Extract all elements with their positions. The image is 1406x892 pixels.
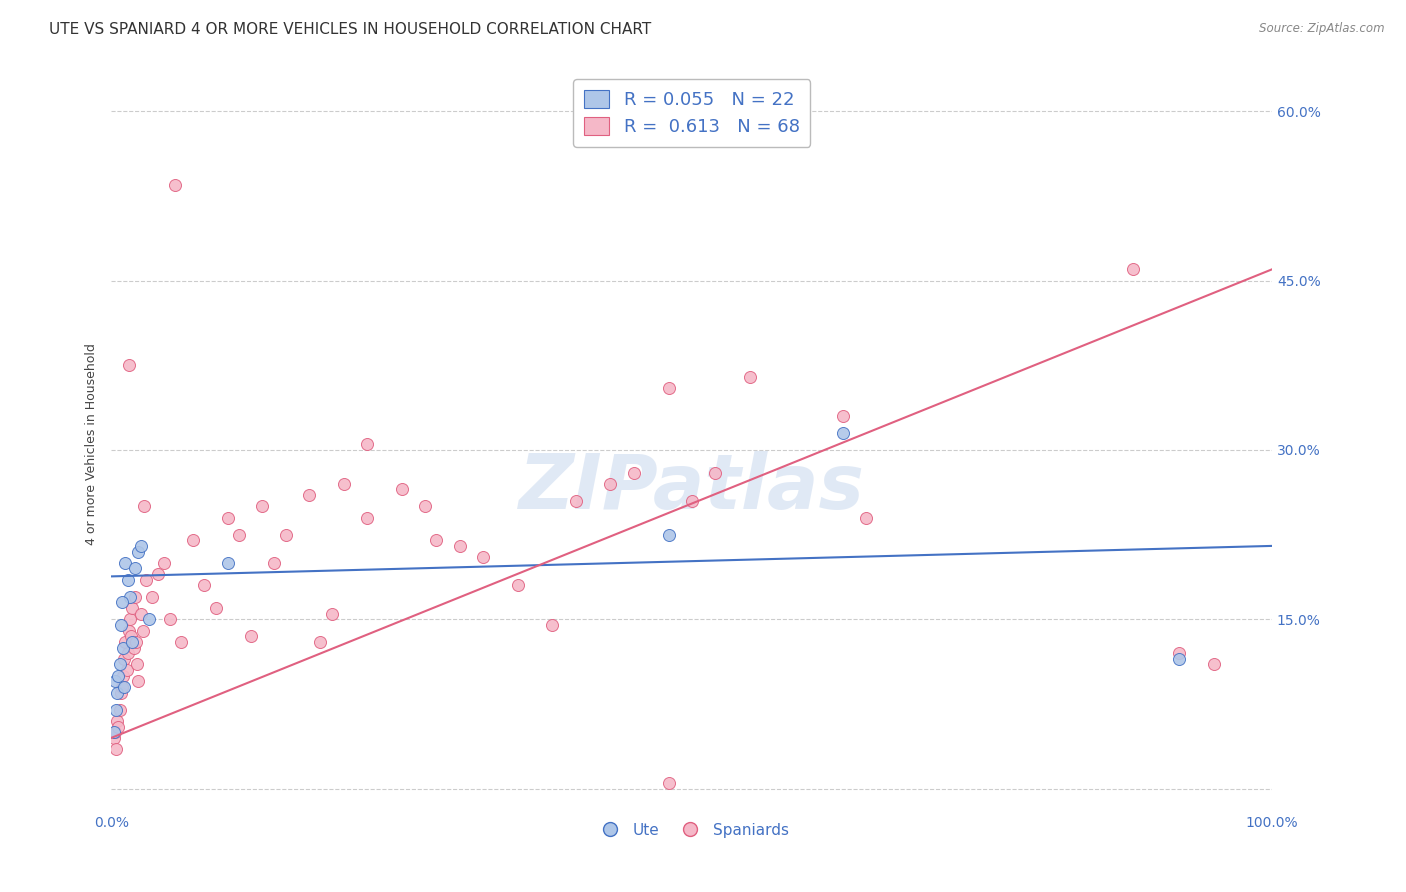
Point bbox=[112, 669, 135, 683]
Y-axis label: 4 or more Vehicles in Household: 4 or more Vehicles in Household bbox=[86, 343, 98, 545]
Point bbox=[263, 556, 285, 570]
Point bbox=[449, 539, 471, 553]
Point bbox=[112, 640, 135, 655]
Point bbox=[657, 381, 679, 395]
Point bbox=[831, 409, 853, 423]
Point bbox=[425, 533, 447, 548]
Point bbox=[108, 657, 131, 672]
Point bbox=[104, 725, 127, 739]
Point bbox=[125, 635, 148, 649]
Point bbox=[1202, 657, 1225, 672]
Point bbox=[138, 612, 160, 626]
Point bbox=[132, 500, 155, 514]
Point bbox=[738, 369, 761, 384]
Point bbox=[413, 500, 436, 514]
Point bbox=[239, 629, 262, 643]
Text: UTE VS SPANIARD 4 OR MORE VEHICLES IN HOUSEHOLD CORRELATION CHART: UTE VS SPANIARD 4 OR MORE VEHICLES IN HO… bbox=[49, 22, 651, 37]
Point bbox=[117, 573, 139, 587]
Point bbox=[274, 527, 297, 541]
Point bbox=[141, 590, 163, 604]
Legend: Ute, Spaniards: Ute, Spaniards bbox=[588, 817, 794, 844]
Point bbox=[105, 686, 128, 700]
Point bbox=[152, 556, 174, 570]
Point bbox=[170, 635, 193, 649]
Point bbox=[124, 561, 146, 575]
Point bbox=[105, 714, 128, 728]
Point bbox=[217, 510, 239, 524]
Point bbox=[855, 510, 877, 524]
Point bbox=[104, 674, 127, 689]
Text: Source: ZipAtlas.com: Source: ZipAtlas.com bbox=[1260, 22, 1385, 36]
Point bbox=[135, 573, 157, 587]
Point bbox=[332, 476, 354, 491]
Point bbox=[321, 607, 343, 621]
Point bbox=[127, 544, 149, 558]
Point bbox=[111, 595, 134, 609]
Point bbox=[564, 493, 586, 508]
Point bbox=[112, 652, 135, 666]
Point bbox=[108, 703, 131, 717]
Point bbox=[217, 556, 239, 570]
Point bbox=[1168, 652, 1191, 666]
Point bbox=[228, 527, 250, 541]
Point bbox=[121, 635, 143, 649]
Point bbox=[118, 359, 141, 373]
Point bbox=[205, 601, 228, 615]
Point bbox=[132, 624, 155, 638]
Point bbox=[120, 590, 142, 604]
Point bbox=[120, 629, 142, 643]
Point bbox=[159, 612, 181, 626]
Point bbox=[107, 669, 129, 683]
Text: ZIPatlas: ZIPatlas bbox=[519, 451, 865, 525]
Point bbox=[1168, 646, 1191, 660]
Point bbox=[122, 640, 145, 655]
Point bbox=[107, 719, 129, 733]
Point bbox=[118, 624, 141, 638]
Point bbox=[599, 476, 621, 491]
Point bbox=[181, 533, 204, 548]
Point bbox=[165, 178, 187, 192]
Point bbox=[114, 556, 136, 570]
Point bbox=[391, 483, 413, 497]
Point bbox=[356, 510, 378, 524]
Point bbox=[657, 776, 679, 790]
Point bbox=[471, 550, 494, 565]
Point bbox=[506, 578, 529, 592]
Point bbox=[112, 680, 135, 694]
Point bbox=[110, 686, 132, 700]
Point bbox=[298, 488, 321, 502]
Point bbox=[657, 527, 679, 541]
Point bbox=[121, 601, 143, 615]
Point bbox=[541, 618, 564, 632]
Point bbox=[356, 437, 378, 451]
Point bbox=[120, 612, 142, 626]
Point bbox=[110, 618, 132, 632]
Point bbox=[703, 466, 725, 480]
Point bbox=[103, 725, 125, 739]
Point bbox=[252, 500, 274, 514]
Point bbox=[117, 646, 139, 660]
Point bbox=[309, 635, 332, 649]
Point bbox=[129, 607, 152, 621]
Point bbox=[111, 680, 134, 694]
Point bbox=[105, 742, 128, 756]
Point bbox=[681, 493, 703, 508]
Point bbox=[114, 635, 136, 649]
Point bbox=[103, 731, 125, 745]
Point bbox=[127, 674, 149, 689]
Point bbox=[146, 567, 169, 582]
Point bbox=[129, 539, 152, 553]
Point bbox=[115, 663, 138, 677]
Point bbox=[125, 657, 148, 672]
Point bbox=[124, 590, 146, 604]
Point bbox=[831, 425, 853, 440]
Point bbox=[1122, 262, 1144, 277]
Point bbox=[193, 578, 215, 592]
Point bbox=[623, 466, 645, 480]
Point bbox=[105, 703, 128, 717]
